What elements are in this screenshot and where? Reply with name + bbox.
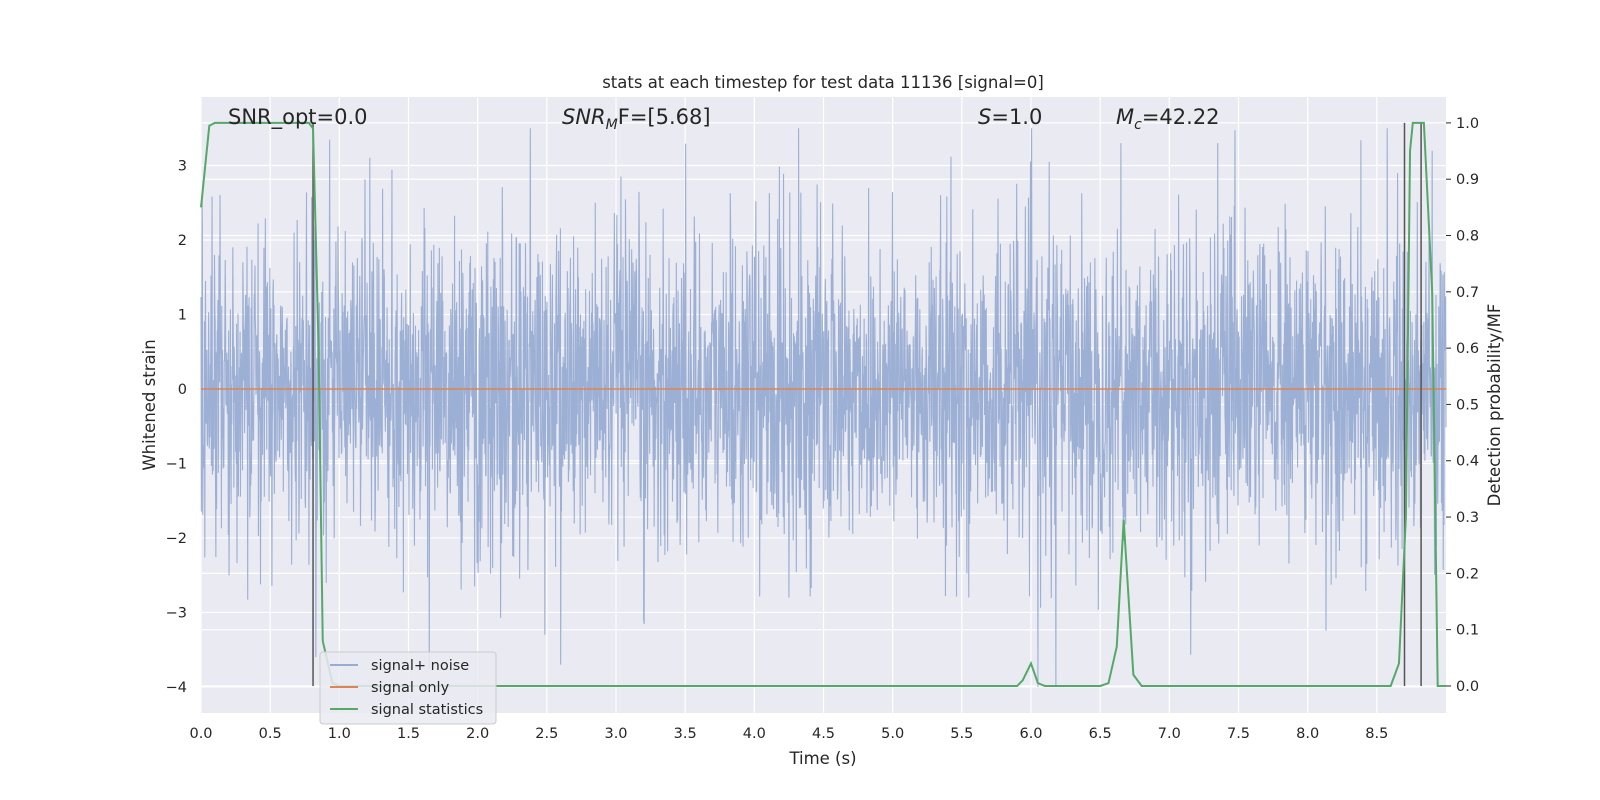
annotation-s: S=1.0 <box>978 105 1042 129</box>
right-y-tick-labels: 1.0 0.9 0.8 0.7 0.6 0.5 0.4 0.3 0.2 0.1 0.0 <box>1456 116 1479 695</box>
x-tick-label: 1.5 <box>397 726 420 742</box>
x-tick-label: 8.5 <box>1365 726 1388 742</box>
right-y-tick-label: 0.4 <box>1456 454 1479 470</box>
legend-label-signal-only: signal only <box>371 680 450 696</box>
chart-title: stats at each timestep for test data 111… <box>602 73 1044 92</box>
annotation-mc-sub: c <box>1134 117 1142 133</box>
legend-box <box>319 651 497 725</box>
right-y-tick-label: 0.8 <box>1456 229 1479 245</box>
x-tick-labels: 0.0 0.5 1.0 1.5 2.0 2.5 3.0 3.5 4.0 4.5 5.0 5.5 6.0 6… <box>189 726 1388 742</box>
signal-noise-line <box>200 128 1447 687</box>
right-y-axis-label: Detection probability/MF <box>1485 304 1504 507</box>
signal-noise-series <box>200 128 1447 687</box>
left-y-tick-label: 3 <box>178 159 187 175</box>
x-tick-label: 6.0 <box>1019 726 1042 742</box>
legend: signal+ noise signal only signal statist… <box>319 651 497 725</box>
right-y-tick-label: 0.0 <box>1456 679 1479 695</box>
annotation-s-rest: =1.0 <box>991 105 1042 129</box>
x-tick-label: 5.5 <box>950 726 973 742</box>
annotation-mc-rest: =42.22 <box>1142 105 1220 129</box>
annotation-snr-mf-sub: M <box>606 117 618 133</box>
vertical-markers <box>312 122 1422 686</box>
x-tick-label: 4.5 <box>812 726 835 742</box>
x-tick-label: 4.0 <box>743 726 766 742</box>
signal-statistics-line <box>200 121 1446 687</box>
x-tick-label: 2.0 <box>466 726 489 742</box>
left-y-tick-label: 0 <box>178 382 187 398</box>
right-y-tick-label: 0.9 <box>1456 172 1479 188</box>
x-axis-label: Time (s) <box>788 749 856 768</box>
annotation-snr-mf-main: SNR <box>562 105 606 129</box>
x-tick-label: 3.0 <box>604 726 627 742</box>
x-tick-label: 1.0 <box>328 726 351 742</box>
left-y-tick-label: 2 <box>178 233 187 249</box>
left-y-tick-label: −2 <box>166 531 187 547</box>
right-y-tick-label: 0.7 <box>1456 285 1479 301</box>
left-y-tick-label: −1 <box>166 456 187 472</box>
right-y-tick-label: 0.3 <box>1456 510 1479 526</box>
right-y-tick-label: 0.6 <box>1456 341 1479 357</box>
legend-label-signal-noise: signal+ noise <box>371 658 469 674</box>
right-y-tick-label: 1.0 <box>1456 116 1479 132</box>
right-y-tick-label: 0.1 <box>1456 623 1479 639</box>
x-tick-label: 0.0 <box>189 726 212 742</box>
x-tick-label: 5.0 <box>881 726 904 742</box>
right-y-tick-label: 0.2 <box>1456 566 1479 582</box>
x-tick-label: 7.0 <box>1158 726 1181 742</box>
legend-label-signal-statistics: signal statistics <box>371 702 483 718</box>
left-y-tick-label: −4 <box>166 680 187 696</box>
left-y-axis-label: Whitened strain <box>140 339 159 470</box>
annotation-snr-opt: SNR_opt=0.0 <box>228 105 368 130</box>
x-tick-label: 8.0 <box>1296 726 1319 742</box>
signal-statistics-series <box>200 121 1446 687</box>
annotation-mc-main: M <box>1116 105 1134 129</box>
x-tick-label: 6.5 <box>1089 726 1112 742</box>
left-y-tick-label: 1 <box>178 307 187 323</box>
left-y-tick-label: −3 <box>166 605 187 621</box>
left-y-tick-labels: 3 2 1 0 −1 −2 −3 −4 <box>166 159 187 696</box>
annotation-s-main: S <box>978 105 991 129</box>
right-y-tick-label: 0.5 <box>1456 397 1479 413</box>
annotation-mc: Mc=42.22 <box>1116 105 1220 133</box>
x-tick-label: 2.5 <box>535 726 558 742</box>
x-tick-label: 3.5 <box>674 726 697 742</box>
x-tick-label: 7.5 <box>1227 726 1250 742</box>
x-tick-label: 0.5 <box>259 726 282 742</box>
annotation-snr-mf-rest: F=[5.68] <box>618 105 711 129</box>
annotation-snr-mf: SNRMF=[5.68] <box>562 105 711 133</box>
